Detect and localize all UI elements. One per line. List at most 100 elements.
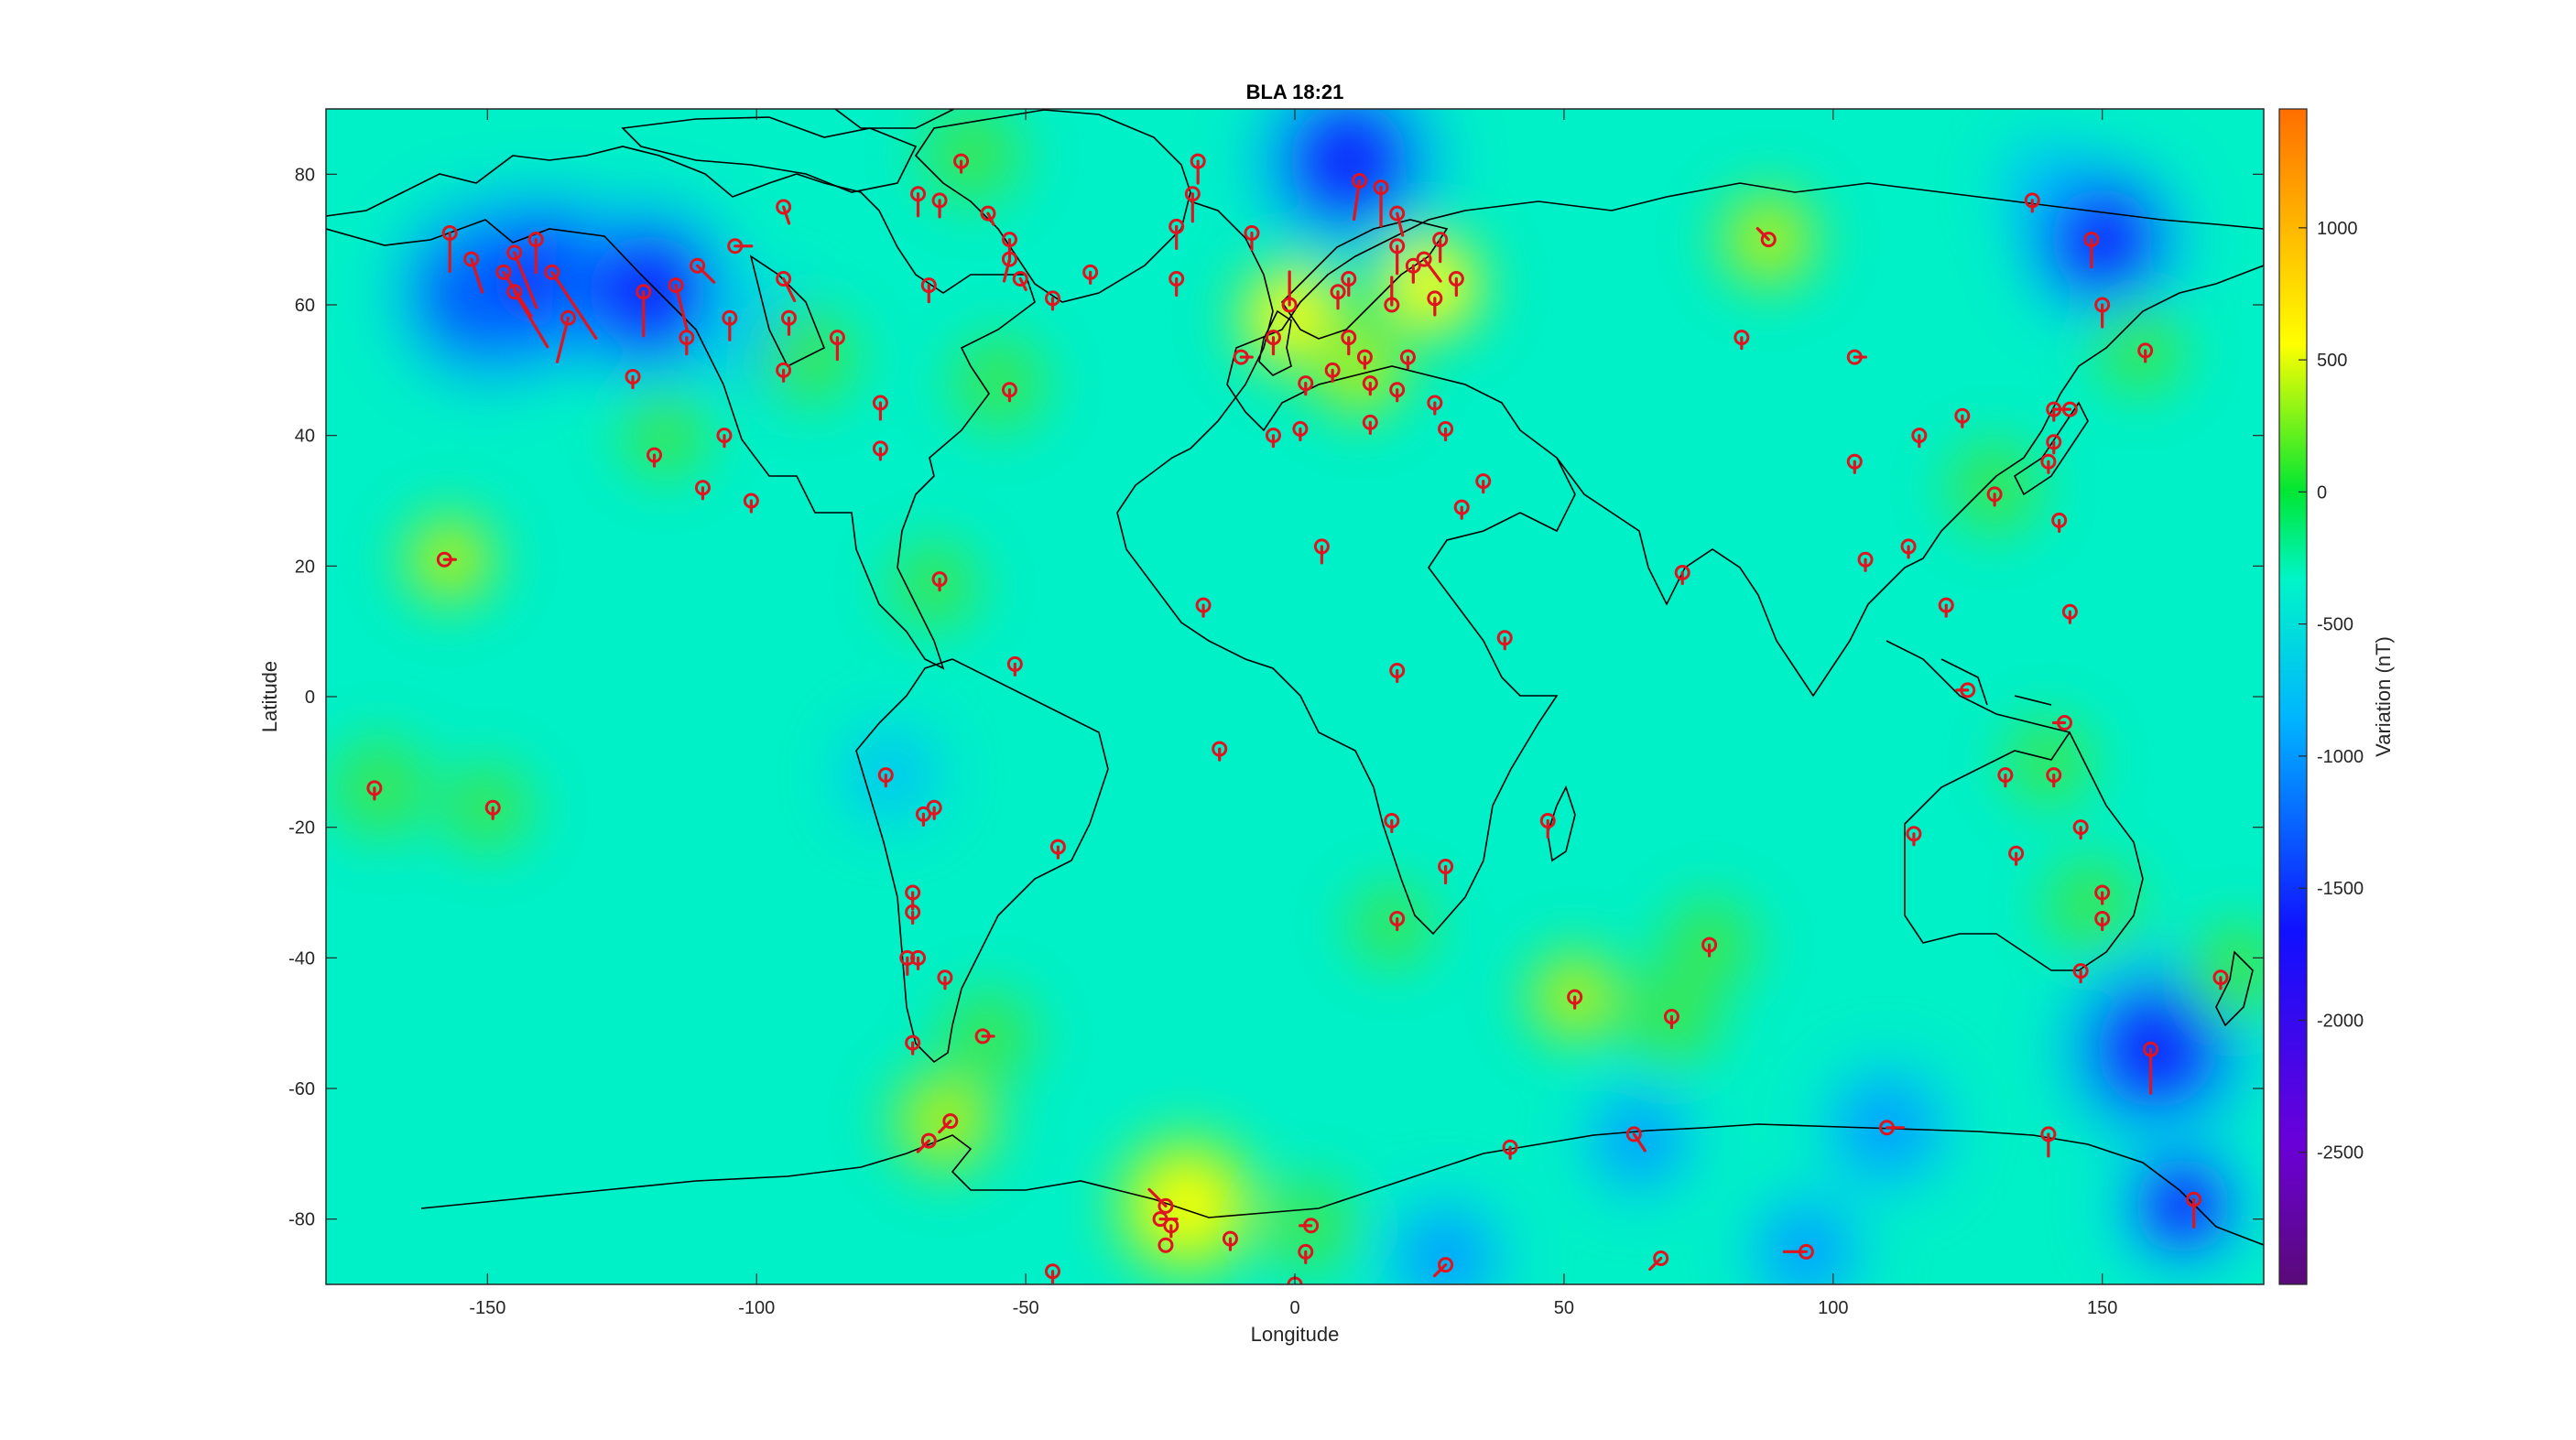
station-marker — [1001, 382, 1017, 398]
heat-core — [2050, 188, 2155, 292]
station-marker — [1427, 290, 1443, 307]
station-marker — [910, 186, 927, 202]
station-marker — [1760, 232, 1777, 248]
station-marker — [1496, 630, 1513, 646]
station-marker — [1475, 473, 1492, 490]
station-marker — [1701, 937, 1718, 953]
heat-core — [2060, 873, 2124, 937]
station-marker — [1389, 238, 1406, 254]
heat-core — [1403, 1215, 1489, 1284]
heat-core — [904, 556, 964, 616]
station-marker — [694, 480, 711, 496]
station-marker — [942, 1113, 959, 1130]
asia-coast — [1464, 182, 2264, 698]
south-america-coast — [855, 658, 1109, 1064]
station-marker — [1265, 330, 1281, 346]
station-vector — [695, 264, 716, 284]
station-marker — [1158, 1197, 1174, 1214]
station-marker — [1341, 330, 1357, 346]
station-marker — [1798, 1243, 1814, 1260]
station-marker — [1384, 297, 1400, 313]
station-marker — [1625, 1126, 1642, 1142]
x-axis-label: Longitude — [1251, 1323, 1340, 1346]
station-marker — [1389, 205, 1406, 222]
station-marker — [1045, 1263, 1060, 1280]
station-marker — [727, 238, 744, 254]
heat-core — [2135, 1157, 2232, 1254]
station-marker — [1356, 349, 1373, 365]
station-marker — [463, 251, 480, 267]
station-marker — [716, 428, 733, 444]
station-marker — [1222, 1230, 1238, 1247]
station-vector — [513, 290, 549, 349]
antarctica-coast — [420, 1123, 2264, 1246]
colorbar-tick-label: -500 — [2317, 615, 2353, 635]
colorbar-tick-label: 0 — [2317, 482, 2327, 503]
station-marker — [980, 205, 996, 222]
station-marker — [636, 284, 652, 300]
x-tick-label: 0 — [1289, 1298, 1299, 1318]
colorbar-tick-label: 500 — [2317, 351, 2347, 371]
station-marker — [743, 493, 759, 509]
station-marker — [1427, 395, 1443, 411]
station-vector — [782, 276, 797, 303]
japan-coast — [2013, 401, 2089, 496]
heat-core — [636, 406, 694, 465]
station-marker — [905, 904, 921, 920]
station-marker — [776, 362, 792, 378]
station-marker — [1453, 499, 1470, 515]
colorbar-tick-label: -2500 — [2317, 1143, 2364, 1164]
y-axis-label: Latitude — [258, 661, 281, 732]
y-tick-label: -40 — [288, 948, 315, 969]
station-marker — [931, 571, 948, 588]
station-marker — [905, 1034, 921, 1051]
station-marker — [1012, 270, 1028, 287]
station-marker — [1352, 172, 1368, 189]
station-marker — [1954, 407, 1971, 424]
station-marker — [899, 949, 916, 966]
heatmap-field — [326, 109, 2264, 1284]
station-marker — [690, 257, 706, 274]
heat-core — [1765, 1210, 1847, 1284]
station-marker — [1298, 375, 1314, 392]
station-marker — [1341, 270, 1357, 287]
britain-coast — [1258, 309, 1292, 376]
station-marker — [2083, 232, 2100, 248]
station-marker — [1158, 1237, 1174, 1253]
y-tick-label: 80 — [295, 165, 315, 185]
north-america-coast — [326, 146, 1036, 670]
station-marker — [974, 1028, 991, 1045]
station-marker — [1303, 1218, 1320, 1234]
y-tick-label: 60 — [295, 296, 315, 316]
plot-area: -150 -100 -50 0 50 100 150 80 60 40 20 0 -20 -40 -60 -… — [288, 108, 2265, 1318]
station-vector — [513, 251, 538, 309]
x-tick-label: -50 — [1013, 1298, 1039, 1318]
colorbar: 1000 500 0 -500 -1000 -1500 -2000 -2500 Variati… — [2278, 108, 2395, 1285]
station-marker — [484, 799, 501, 816]
station-marker — [1399, 349, 1416, 365]
station-marker — [1292, 421, 1309, 438]
station-marker — [2061, 603, 2078, 620]
colorbar-gradient — [2278, 108, 2308, 1285]
heat-core — [2018, 731, 2079, 792]
station-marker — [2094, 297, 2111, 313]
station-marker — [1389, 382, 1406, 398]
arctic-islands-coast — [621, 109, 955, 193]
colorbar-tick-label: -1500 — [2317, 879, 2364, 899]
station-marker — [1389, 911, 1406, 927]
station-marker — [1846, 349, 1863, 365]
y-tick-label: -60 — [288, 1079, 315, 1099]
x-tick-label: 50 — [1554, 1298, 1574, 1318]
station-marker — [2046, 434, 2062, 450]
colorbar-ticks: 1000 500 0 -500 -1000 -1500 -2000 -2500 — [2299, 219, 2364, 1164]
station-marker — [1997, 767, 2014, 784]
new-zealand-coast — [2215, 950, 2254, 1027]
station-marker — [1152, 1211, 1168, 1228]
station-marker — [1906, 826, 1922, 842]
station-vector — [1632, 1132, 1647, 1153]
heat-core — [1388, 244, 1471, 327]
magnetometer-stations — [366, 153, 2229, 1284]
station-marker — [1448, 270, 1464, 287]
station-marker — [1405, 257, 1421, 274]
station-marker — [915, 806, 931, 822]
